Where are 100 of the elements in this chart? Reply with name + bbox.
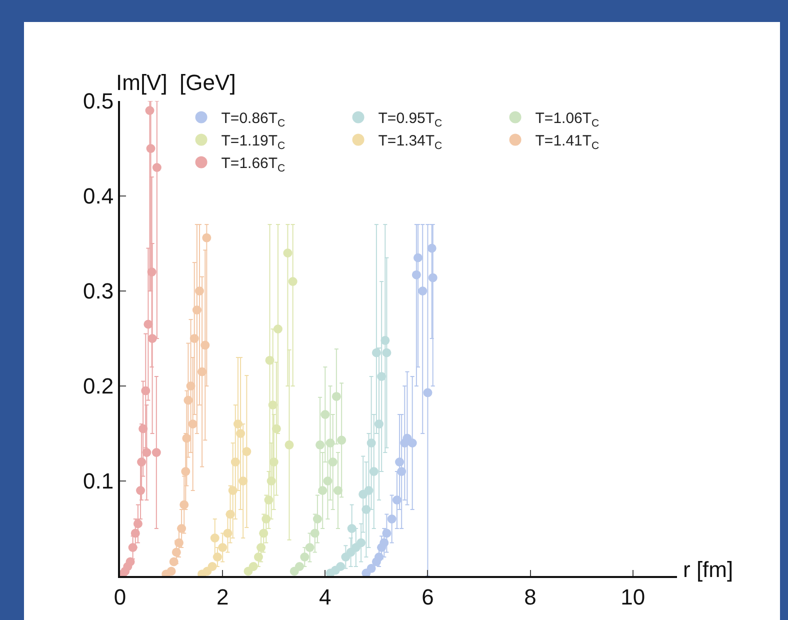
y-tick-label: 0.1 (83, 468, 114, 494)
point (397, 467, 406, 476)
point (146, 144, 156, 153)
legend-label: T=0.95T$_{C}$ (378, 110, 443, 130)
point (182, 434, 192, 443)
y-tick-label: 0.5 (83, 88, 114, 114)
point (336, 562, 346, 571)
point (152, 448, 161, 457)
point (374, 552, 384, 562)
point (323, 476, 332, 486)
x-tick-label: 0 (114, 584, 126, 610)
point (166, 566, 176, 576)
y-tick-label: 0.2 (83, 374, 114, 399)
point (377, 372, 386, 381)
point (380, 538, 389, 548)
point (180, 500, 189, 510)
point (181, 467, 190, 476)
point (284, 440, 294, 450)
point (137, 458, 146, 466)
y-axis-title: Im[V] [GeV] (116, 70, 236, 95)
point (413, 253, 422, 262)
point (428, 273, 438, 282)
point (174, 538, 184, 548)
point (133, 519, 142, 528)
x-tick-label: 6 (422, 584, 434, 610)
point (184, 396, 193, 405)
point (212, 552, 222, 562)
point (266, 476, 276, 486)
point (347, 524, 356, 533)
point (427, 244, 436, 253)
point (380, 336, 390, 345)
point (262, 514, 271, 524)
point (264, 496, 274, 504)
point (374, 420, 384, 428)
point (318, 486, 328, 495)
point (230, 458, 240, 466)
point (382, 528, 392, 538)
point (392, 496, 402, 504)
x-tick-label: 4 (319, 584, 332, 610)
point (195, 286, 204, 296)
point (130, 528, 140, 538)
point (300, 552, 310, 562)
point (145, 106, 154, 115)
point (366, 564, 376, 573)
point (226, 510, 235, 519)
point (395, 458, 404, 466)
point (320, 410, 330, 419)
point (273, 324, 282, 334)
point (128, 543, 138, 552)
point (242, 447, 252, 456)
point (337, 436, 346, 445)
point (418, 286, 428, 296)
x-tick-label: 2 (216, 584, 229, 610)
point (228, 486, 238, 495)
point (364, 486, 374, 495)
point (259, 528, 268, 538)
point (256, 543, 266, 552)
x-tick-label: 8 (524, 584, 536, 610)
y-tick-label: 0.4 (83, 184, 114, 209)
y-tick-label: 0.3 (83, 278, 114, 304)
point (202, 233, 212, 242)
point (142, 448, 152, 457)
point (126, 557, 135, 566)
point (269, 458, 278, 466)
point (312, 514, 322, 524)
point (362, 505, 371, 514)
point (238, 476, 248, 486)
point (265, 356, 274, 365)
point (136, 486, 146, 495)
point (208, 562, 217, 571)
point (236, 429, 246, 438)
point (147, 268, 156, 276)
legend-label: T=1.06T$_{C}$ (535, 110, 600, 130)
point (172, 548, 181, 557)
point (218, 543, 228, 552)
legend-label: T=0.86T$_{C}$ (221, 110, 286, 130)
point (272, 424, 281, 434)
point (382, 348, 392, 358)
point (233, 420, 242, 428)
point (387, 514, 396, 524)
point (295, 562, 304, 571)
point (283, 248, 292, 258)
point (372, 348, 381, 358)
point (412, 270, 421, 280)
point (369, 467, 378, 476)
point (186, 382, 196, 390)
point (198, 367, 207, 376)
point (326, 438, 335, 448)
point (366, 438, 376, 448)
point (188, 420, 198, 428)
point (423, 388, 432, 398)
point (408, 438, 417, 448)
point (254, 552, 263, 562)
point (268, 400, 278, 410)
legend-label: T=1.19T$_{C}$ (221, 132, 286, 152)
x-axis-title: r [fm] (683, 557, 734, 582)
point (141, 386, 150, 396)
point (248, 562, 258, 571)
point (328, 458, 338, 466)
point (148, 334, 157, 343)
